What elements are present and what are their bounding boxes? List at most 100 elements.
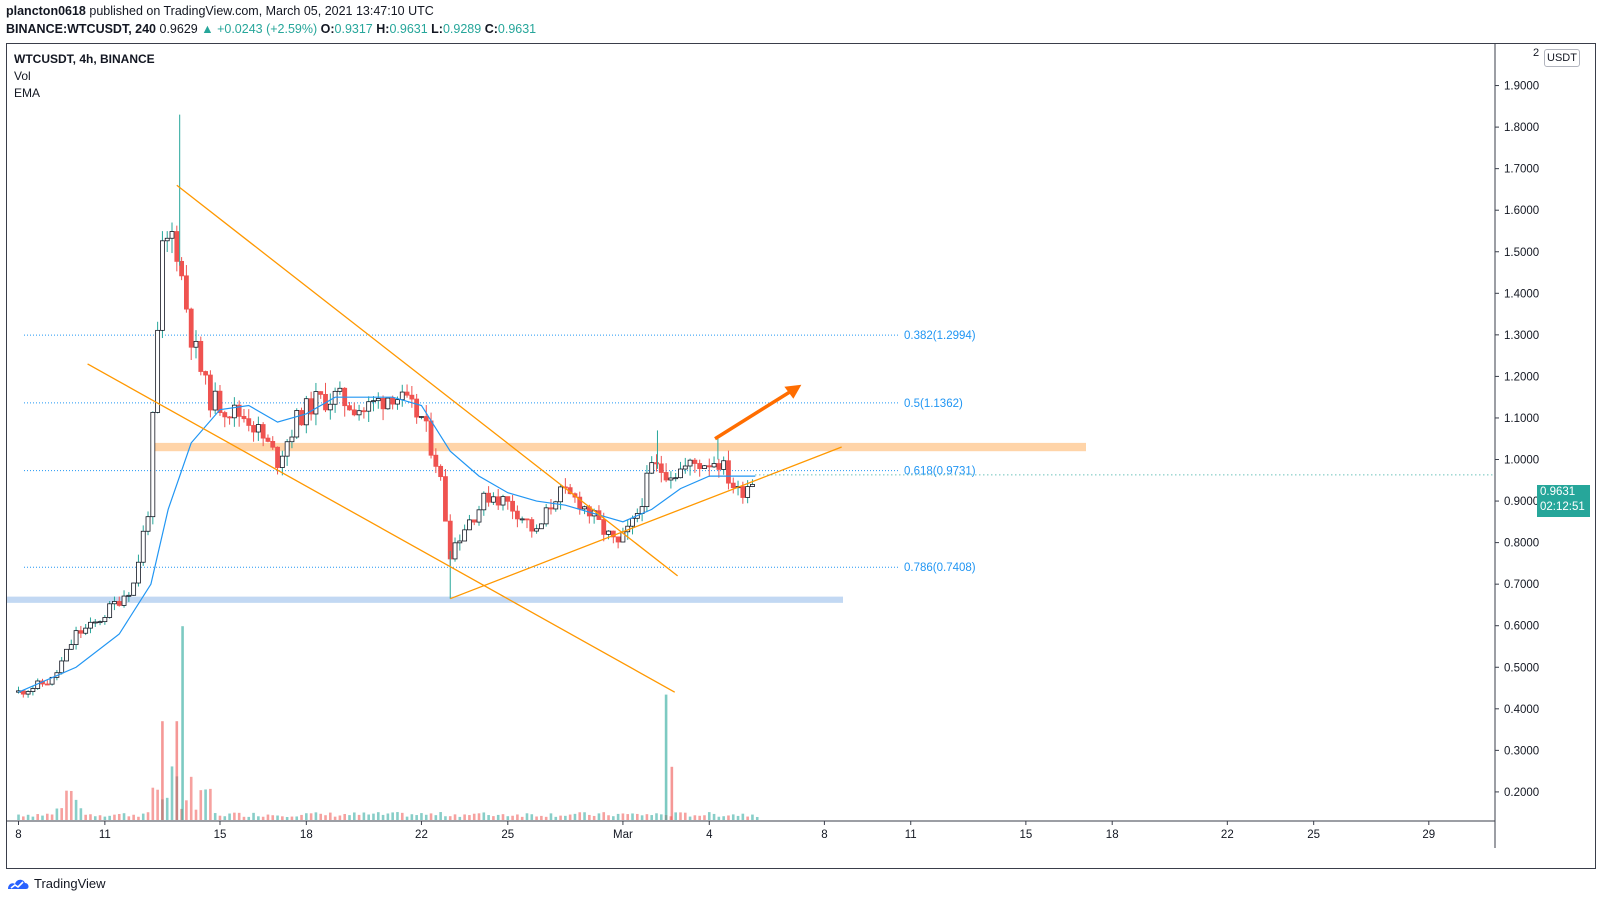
chart-frame[interactable] — [6, 43, 1596, 869]
volume-bar — [271, 815, 275, 820]
volume-bar — [549, 813, 553, 820]
candle-body — [44, 683, 50, 686]
candle-body — [443, 476, 448, 522]
volume-bar — [156, 789, 159, 820]
y-tick-label: 1.5000 — [1504, 247, 1539, 259]
candle-body — [313, 391, 319, 415]
candle-body — [107, 603, 113, 618]
volume-bar — [659, 814, 663, 820]
volume-bar — [376, 812, 380, 820]
volume-bar — [588, 814, 591, 820]
volume-bar — [636, 813, 639, 820]
currency-button[interactable]: USDT — [1544, 49, 1580, 67]
y-tick-label: 0.3000 — [1504, 745, 1539, 757]
volume-bar — [50, 814, 54, 820]
symbol-ohlc-line: BINANCE:WTCUSDT, 240 0.9629 ▲ +0.0243 (+… — [6, 22, 536, 36]
volume-bar — [170, 766, 174, 820]
volume-bar — [127, 816, 131, 820]
volume-bar — [333, 816, 337, 820]
x-tick-label: 25 — [1307, 829, 1320, 841]
candle-body — [255, 424, 261, 433]
volume-bar — [113, 814, 116, 820]
legend-vol[interactable]: Vol — [14, 69, 31, 83]
candle-body — [92, 621, 98, 624]
volume-bar — [314, 812, 318, 820]
volume-bar — [448, 816, 452, 820]
volume-bar — [607, 815, 610, 820]
x-tick-label: 15 — [1019, 829, 1032, 841]
volume-spike — [664, 694, 668, 820]
candle-body — [678, 468, 683, 479]
footer-brand[interactable]: TradingView — [6, 876, 106, 891]
footer-brand-label: TradingView — [34, 876, 106, 891]
volume-bar — [736, 815, 740, 820]
volume-bar — [487, 815, 490, 820]
volume-bar — [434, 815, 438, 820]
volume-bar — [568, 814, 572, 820]
volume-bar — [439, 812, 442, 820]
volume-bar — [391, 812, 394, 820]
candle-body — [419, 416, 424, 418]
volume-bar — [319, 813, 323, 820]
candle-body — [610, 530, 616, 538]
volume-spike — [181, 626, 184, 820]
candle-body — [116, 601, 122, 606]
legend-ema[interactable]: EMA — [14, 86, 41, 100]
author-name[interactable]: plancton0618 — [6, 4, 86, 18]
volume-bar — [338, 815, 342, 820]
volume-spike — [161, 721, 164, 820]
candle-body — [409, 394, 415, 400]
candle-body — [486, 492, 492, 503]
close-label: C: — [484, 22, 498, 36]
x-tick-label: 11 — [905, 829, 917, 841]
volume-bar — [679, 812, 682, 820]
y-tick-label: 0.2000 — [1504, 787, 1539, 799]
candle-body — [730, 482, 736, 489]
candle-body — [30, 688, 36, 692]
volume-bar — [65, 790, 68, 820]
candle-body — [654, 462, 659, 465]
candle-body — [668, 477, 674, 481]
bar-countdown: 02:12:51 — [1540, 501, 1585, 513]
candle-body — [514, 510, 520, 520]
candle-body — [83, 627, 89, 634]
support-zone — [7, 596, 843, 603]
volume-bar — [266, 814, 270, 820]
candle-body — [102, 617, 108, 623]
volume-bar — [396, 812, 399, 820]
volume-bar — [650, 815, 654, 820]
volume-bar — [55, 808, 59, 820]
candle-body — [303, 398, 309, 426]
candle-body — [347, 405, 352, 411]
volume-bar — [146, 812, 150, 820]
volume-bar — [592, 815, 596, 820]
volume-bar — [626, 814, 630, 820]
candle-body — [366, 401, 372, 412]
volume-bar — [357, 814, 361, 820]
volume-bar — [444, 816, 447, 820]
legend-title: WTCUSDT, 4h, BINANCE — [14, 52, 155, 66]
volume-bar — [400, 812, 404, 820]
candle-body — [126, 594, 132, 597]
x-tick-label: 25 — [501, 829, 514, 841]
volume-bar — [703, 815, 706, 820]
candle-body — [404, 391, 410, 396]
candle-body — [207, 374, 213, 411]
volume-bar — [564, 815, 567, 820]
candle-body — [548, 507, 554, 510]
fib-level-label: 0.786(0.7408) — [904, 562, 976, 574]
volume-bar — [122, 813, 126, 820]
volume-bar — [674, 812, 677, 820]
volume-bar — [525, 813, 529, 820]
volume-bar — [367, 814, 370, 820]
candle-body — [351, 409, 357, 416]
volume-bar — [712, 813, 716, 820]
x-tick-label: 29 — [1422, 829, 1435, 841]
candle-body — [428, 420, 434, 456]
candle-body — [337, 387, 343, 392]
ema-line — [18, 396, 756, 693]
volume-bar — [74, 799, 78, 820]
resistance-zone — [151, 442, 1086, 452]
candle-body — [697, 463, 703, 469]
